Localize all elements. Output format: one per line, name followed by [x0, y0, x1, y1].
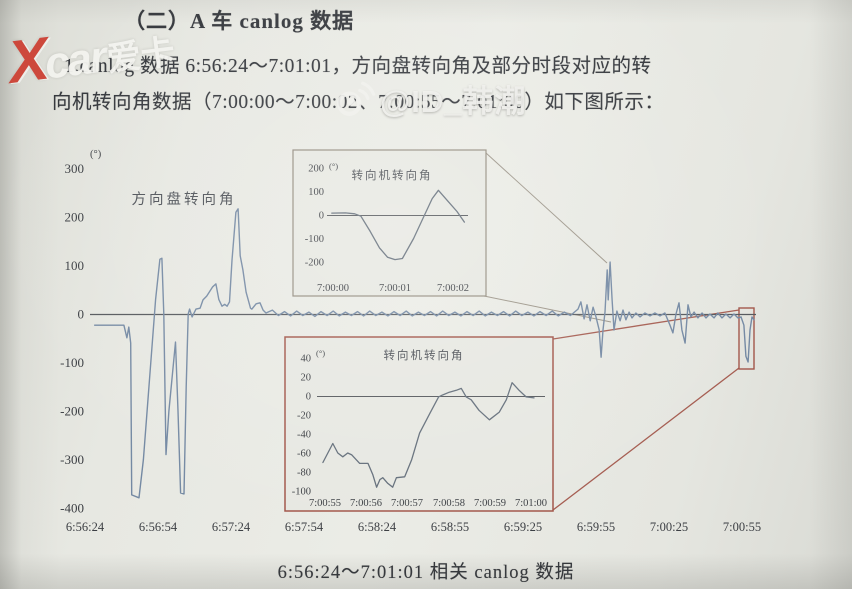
- inset1-y-tick: 200: [308, 164, 324, 175]
- main-x-tick: 6:57:54: [285, 520, 324, 534]
- main-y-tick: -300: [60, 452, 84, 467]
- section-heading: （二）A 车 canlog 数据: [124, 9, 355, 33]
- inset2-x-tick: 7:00:58: [433, 498, 465, 509]
- main-curve: [93, 208, 755, 499]
- xcar-logo-text: car: [42, 32, 108, 89]
- inset2-y-unit: (°): [316, 348, 325, 358]
- magnifier-line-grey-1: [483, 295, 612, 323]
- inset1-y-unit: (°): [329, 161, 338, 171]
- inset1-title: 转向机转向角: [352, 168, 433, 182]
- figure-caption: 6:56:24～7:01:01 相关 canlog 数据: [277, 563, 575, 583]
- main-x-tick: 6:59:25: [504, 520, 542, 534]
- main-y-tick: -200: [60, 404, 84, 419]
- xcar-logo-x: X: [4, 24, 49, 96]
- inset2-y-tick: 0: [306, 392, 311, 403]
- main-chart-title: 方向盘转向角: [132, 190, 237, 208]
- inset2-x-tick: 7:00:55: [309, 498, 341, 509]
- inset1-x-tick: 7:00:00: [317, 283, 349, 294]
- inset2-x-tick: 7:00:59: [474, 498, 506, 509]
- inset2-y-tick: -80: [297, 468, 311, 479]
- body-text-line-1: 1.canlog 数据 6:56:24～7:01:01，方向盘转向角及部分时段对…: [64, 56, 652, 77]
- inset2-x-tick: 7:00:57: [391, 498, 423, 509]
- inset2-y-tick: 20: [301, 373, 312, 384]
- inset2-y-tick: -60: [297, 449, 311, 460]
- inset1-y-tick: 0: [319, 211, 324, 222]
- main-x-tick: 6:56:24: [66, 520, 105, 534]
- main-y-unit: (°): [90, 149, 102, 160]
- inset1-x-tick: 7:00:01: [379, 283, 411, 294]
- main-x-tick: 7:00:55: [723, 520, 761, 534]
- main-y-tick: -400: [60, 501, 84, 516]
- magnifier-line-grey-0: [485, 152, 608, 264]
- main-x-tick: 6:56:54: [139, 520, 178, 534]
- xcar-logo-suffix: 爱卡: [104, 32, 177, 79]
- weibo-watermark: @ID_韩潮: [334, 76, 526, 121]
- main-x-tick: 6:57:24: [212, 520, 251, 534]
- inset2-box: [284, 336, 554, 512]
- inset1-y-tick: -200: [305, 258, 324, 269]
- magnifier-source-box: [738, 307, 755, 370]
- inset2-x-tick: 7:01:00: [515, 498, 547, 509]
- magnifier-line-red-1: [552, 367, 740, 511]
- main-x-tick: 6:58:24: [358, 520, 397, 534]
- inset2-x-tick: 7:00:56: [350, 498, 382, 509]
- inset1-x-tick: 7:00:02: [437, 283, 469, 294]
- main-y-tick: 300: [65, 161, 85, 176]
- inset2-curve: [322, 382, 535, 488]
- inset1-y-tick: 100: [308, 187, 324, 198]
- inset2-y-tick: -100: [292, 487, 311, 498]
- main-y-tick: 100: [65, 258, 85, 273]
- inset1-box: [292, 149, 487, 297]
- main-y-tick: 0: [78, 307, 85, 322]
- main-x-tick: 7:00:25: [650, 520, 688, 534]
- inset2-y-tick: -40: [297, 430, 311, 441]
- main-y-tick: 200: [65, 210, 85, 225]
- main-x-tick: 6:59:55: [577, 520, 615, 534]
- weibo-id-text: @ID_韩潮: [380, 84, 527, 119]
- inset1-y-tick: -100: [305, 234, 324, 245]
- weibo-icon: [337, 81, 376, 116]
- inset2-y-tick: 40: [301, 354, 312, 365]
- inset2-title: 转向机转向角: [384, 348, 465, 362]
- main-y-tick: -100: [60, 355, 84, 370]
- main-x-tick: 6:58:55: [431, 520, 469, 534]
- inset1-curve: [331, 189, 466, 261]
- inset2-y-tick: -20: [297, 411, 311, 422]
